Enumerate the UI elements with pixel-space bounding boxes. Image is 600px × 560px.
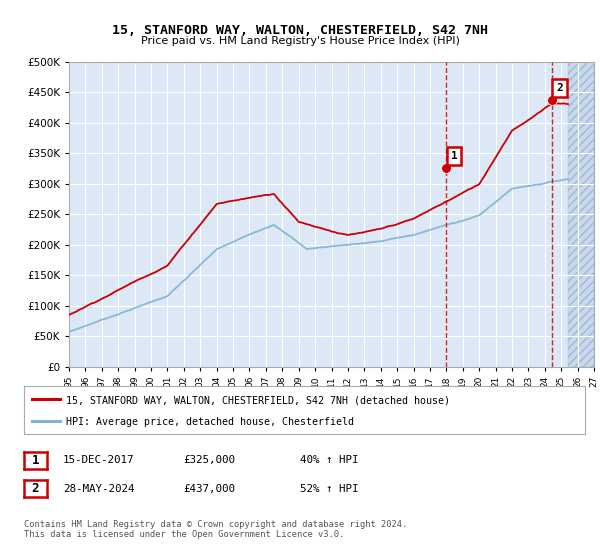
Polygon shape xyxy=(568,62,594,367)
Text: Price paid vs. HM Land Registry's House Price Index (HPI): Price paid vs. HM Land Registry's House … xyxy=(140,36,460,46)
Text: 1: 1 xyxy=(32,454,39,467)
Text: 40% ↑ HPI: 40% ↑ HPI xyxy=(300,455,359,465)
Text: 28-MAY-2024: 28-MAY-2024 xyxy=(63,484,134,494)
Text: 52% ↑ HPI: 52% ↑ HPI xyxy=(300,484,359,494)
Text: 2: 2 xyxy=(556,83,563,93)
Text: £325,000: £325,000 xyxy=(183,455,235,465)
Text: 15, STANFORD WAY, WALTON, CHESTERFIELD, S42 7NH (detached house): 15, STANFORD WAY, WALTON, CHESTERFIELD, … xyxy=(66,395,450,405)
Text: HPI: Average price, detached house, Chesterfield: HPI: Average price, detached house, Ches… xyxy=(66,417,354,427)
Text: £437,000: £437,000 xyxy=(183,484,235,494)
Text: 1: 1 xyxy=(451,151,457,161)
Text: 15-DEC-2017: 15-DEC-2017 xyxy=(63,455,134,465)
Text: Contains HM Land Registry data © Crown copyright and database right 2024.
This d: Contains HM Land Registry data © Crown c… xyxy=(24,520,407,539)
Text: 15, STANFORD WAY, WALTON, CHESTERFIELD, S42 7NH: 15, STANFORD WAY, WALTON, CHESTERFIELD, … xyxy=(112,24,488,36)
Text: 2: 2 xyxy=(32,482,39,496)
